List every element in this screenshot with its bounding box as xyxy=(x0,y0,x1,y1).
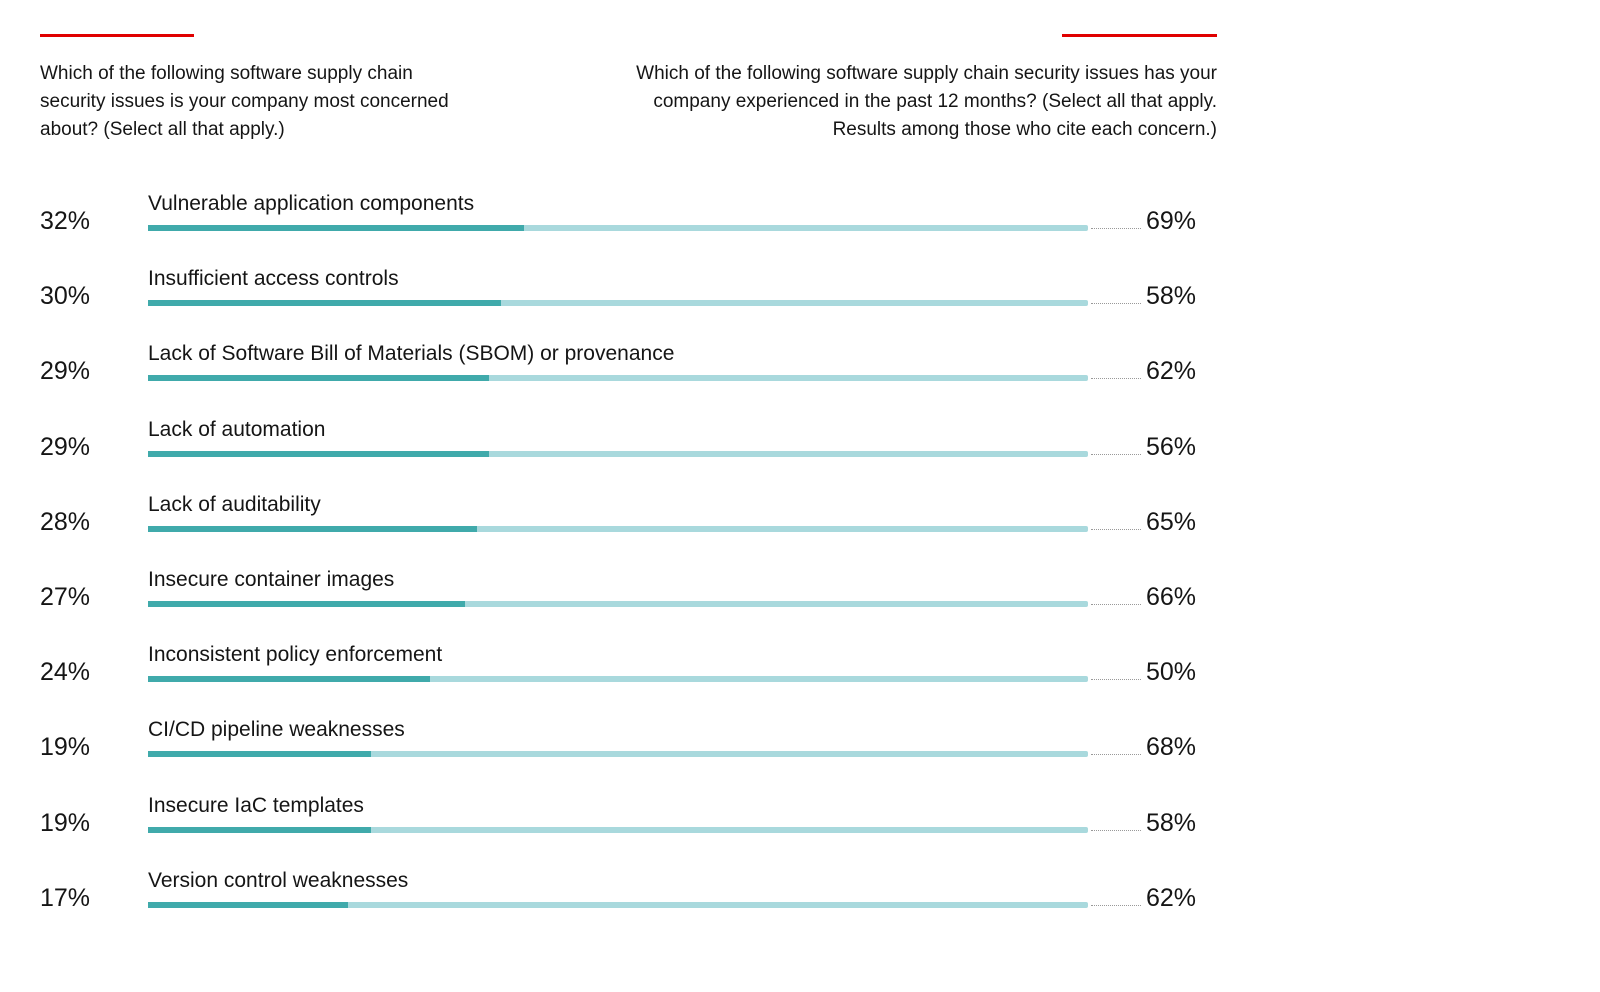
bar xyxy=(148,300,501,307)
left-value-label: 27% xyxy=(40,583,91,611)
bar xyxy=(148,751,372,758)
right-value-label: 58% xyxy=(1146,808,1197,837)
left-value-label: 19% xyxy=(40,808,91,837)
bar xyxy=(148,901,348,908)
leader xyxy=(1091,604,1141,605)
right-value-label: 68% xyxy=(1146,733,1197,762)
bar-track xyxy=(148,901,1088,908)
left-value-label: 32% xyxy=(40,207,91,235)
category-label: Lack of automation xyxy=(148,417,326,441)
bar-track xyxy=(148,751,1088,758)
leader xyxy=(1091,303,1141,305)
leader xyxy=(1091,228,1141,229)
bar-track xyxy=(148,826,1088,833)
right-value-label: 65% xyxy=(1146,507,1197,536)
bar-track xyxy=(148,300,1088,307)
leader xyxy=(1091,904,1141,906)
bar xyxy=(148,225,524,231)
category-label: Lack of auditability xyxy=(148,492,321,516)
bar xyxy=(148,826,372,833)
right-value-label: 66% xyxy=(1146,583,1197,611)
right-question: Which of the following software supply c… xyxy=(636,63,1217,140)
left-question: Which of the following software supply c… xyxy=(40,63,449,140)
bar xyxy=(148,676,430,683)
category-label: Inconsistent policy enforcement xyxy=(148,643,443,667)
accent-line xyxy=(1062,34,1217,37)
category-label: Insecure IaC templates xyxy=(148,793,364,817)
leader xyxy=(1091,528,1141,530)
leader xyxy=(1091,453,1141,455)
bar-track xyxy=(148,601,1088,607)
leader xyxy=(1091,754,1141,756)
category-label: Insufficient access controls xyxy=(148,267,399,291)
bar-track xyxy=(148,225,1088,231)
category-label: Version control weaknesses xyxy=(148,868,409,892)
right-value-label: 56% xyxy=(1146,432,1197,461)
category-label: Insecure container images xyxy=(148,568,395,591)
bar xyxy=(148,601,466,607)
bar xyxy=(148,375,489,382)
accent-line xyxy=(40,34,194,37)
category-label: Vulnerable application components xyxy=(148,192,475,215)
left-value-label: 29% xyxy=(40,357,91,386)
left-value-label: 30% xyxy=(40,282,91,311)
bar-track xyxy=(148,525,1088,532)
right-value-label: 62% xyxy=(1146,883,1197,912)
left-value-label: 24% xyxy=(40,658,91,687)
category-label: CI/CD pipeline weaknesses xyxy=(148,718,405,742)
category-label: Lack of Software Bill of Materials (SBOM… xyxy=(148,342,675,366)
bar xyxy=(148,450,489,457)
right-value-label: 62% xyxy=(1146,357,1197,386)
bar xyxy=(148,525,477,532)
left-value-label: 17% xyxy=(40,883,91,912)
bar-track xyxy=(148,676,1088,683)
leader xyxy=(1091,679,1141,681)
bar-track xyxy=(148,450,1088,457)
right-value-label: 50% xyxy=(1146,658,1197,687)
bar-track xyxy=(148,375,1088,382)
right-value-label: 58% xyxy=(1146,282,1197,311)
right-value-label: 69% xyxy=(1146,207,1197,235)
left-value-label: 28% xyxy=(40,507,91,536)
left-value-label: 19% xyxy=(40,733,91,762)
leader xyxy=(1091,829,1141,831)
left-value-label: 29% xyxy=(40,432,91,461)
leader xyxy=(1091,378,1141,380)
